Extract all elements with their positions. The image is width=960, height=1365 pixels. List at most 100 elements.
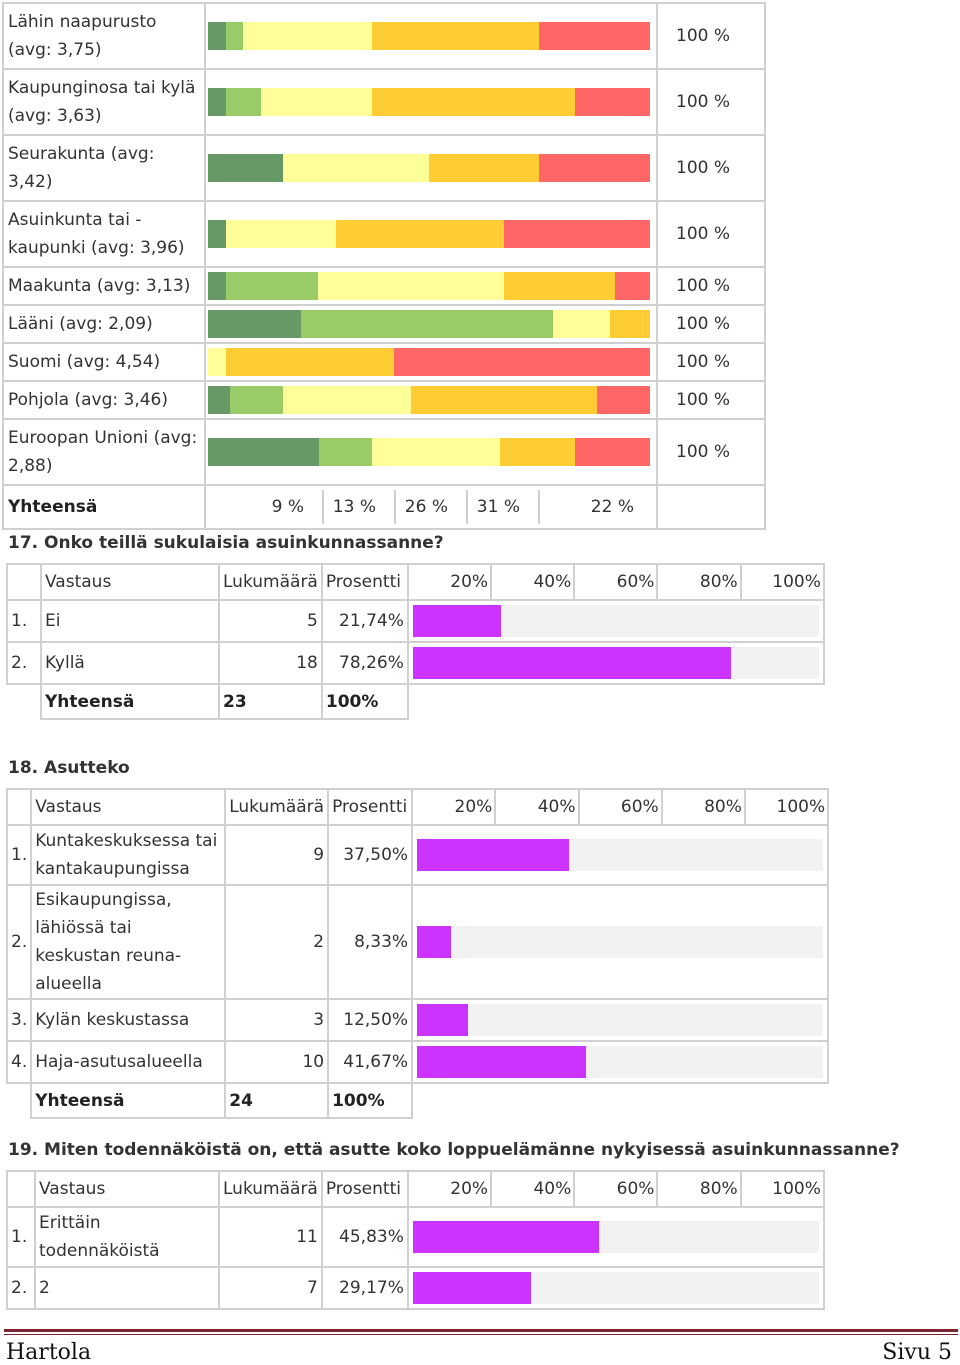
table-row: 1. Erittäin todennäköistä 11 45,83% [6,1206,825,1268]
footer-left: Hartola [6,1340,92,1365]
stack-segment [208,22,226,50]
stack-segment [208,88,226,116]
header-vastaus: Vastaus [34,1170,220,1208]
bar-fill [412,1221,599,1253]
row-count: 10 [224,1040,330,1084]
stack-segment [208,348,226,376]
row-number: 1. [6,1206,36,1268]
stack-segment [574,438,650,466]
stack-bar-cell [204,266,658,306]
stack-row: Pohjola (avg: 3,46) 100 % [2,380,766,420]
stack-row-label: Asuinkunta tai -kaupunki (avg: 3,96) [2,200,206,268]
total-row: Yhteensä 24 100% [7,1082,828,1119]
header-num [6,563,42,601]
total-row: Yhteensä 23 100% [7,683,824,720]
bar-track [417,1046,824,1078]
stack-segment [499,438,575,466]
total-count: 23 [218,683,323,720]
table-row: 1. Ei 5 21,74% [6,599,825,643]
stack-total-row: Yhteensä 9 % 13 % 26 % 31 % 22 % [2,484,766,530]
row-percent: 45,83% [320,1206,409,1268]
row-label: 2 [34,1266,220,1310]
table-row: 2. Kyllä 18 78,26% [6,641,825,685]
q18-heading: 18. Asutteko [8,758,130,778]
stack-segment [225,348,394,376]
stack-bar-cell [204,68,658,136]
row-bar-cell [406,599,825,643]
scale-label: 40% [490,565,573,599]
total-count: 24 [224,1082,330,1119]
row-label: Esikaupungissa, lähiössä tai keskustan r… [30,884,227,1000]
stack-bar-cell [204,2,658,70]
row-percent: 29,17% [320,1266,409,1310]
header-scale: 20% 40% 60% 80% 100% [411,788,830,826]
header-prosentti: Prosentti [327,788,414,826]
q19-table: Vastaus Lukumäärä Prosentti 20% 40% 60% 80% 100… [6,1170,825,1310]
stack-bar-cell [204,380,658,420]
bar-fill [412,647,731,679]
row-number: 2. [6,1266,36,1310]
stack-segment [371,22,540,50]
stack-segment [411,386,597,414]
row-number: 3. [5,998,33,1042]
table-row: 2. 2 7 29,17% [6,1266,825,1310]
stack-segment [371,438,500,466]
stack-segment [574,88,650,116]
stack-total-blank [656,484,766,530]
stack-segment [504,272,615,300]
stack-segment [318,438,372,466]
row-percent: 78,26% [320,641,409,685]
stack-segment [230,386,284,414]
row-label: Kylän keskustassa [30,998,227,1042]
bar-fill [412,605,502,637]
stack-row: Lähin naapurusto (avg: 3,75) 100 % [2,2,766,70]
row-number: 2. [6,641,42,685]
header-prosentti: Prosentti [320,1170,409,1208]
header-lukumaara: Lukumäärä [218,563,323,601]
scale-label: 100% [739,565,823,599]
scale-labels: 20% 40% 60% 80% 100% [409,565,823,599]
stack-total-value: 22 % [538,490,652,524]
row-percent: 21,74% [320,599,409,643]
stack-total-value: 31 % [466,490,538,524]
stacked-bar [208,220,650,248]
stack-bar-cell [204,304,658,344]
stacked-bar [208,310,650,338]
bar-fill [417,839,570,871]
stack-segment [428,154,540,182]
stack-row-percent: 100 % [656,200,766,268]
row-label: Kuntakeskuksessa tai kantakaupungissa [30,824,227,886]
stack-total-value: 26 % [394,490,466,524]
stack-segment [225,272,319,300]
stack-row-label: Lähin naapurusto (avg: 3,75) [2,2,206,70]
stack-segment [208,272,226,300]
row-count: 3 [224,998,330,1042]
stack-segment [504,220,650,248]
stack-row: Lääni (avg: 2,09) 100 % [2,304,766,344]
bar-fill [417,1046,587,1078]
stacked-bar [208,154,650,182]
bar-track [417,839,824,871]
stack-segment [208,154,284,182]
stack-row-label: Euroopan Unioni (avg: 2,88) [2,418,206,486]
stack-segment [318,272,505,300]
stack-totals-cell: 9 % 13 % 26 % 31 % 22 % [204,484,658,530]
stacked-bar [208,386,650,414]
stacked-bar [208,438,650,466]
stacked-bar [208,88,650,116]
header-lukumaara: Lukumäärä [218,1170,323,1208]
row-bar-cell [411,884,830,1000]
stack-segment [552,310,611,338]
scale-label: 80% [656,565,739,599]
bar-track [412,605,819,637]
stack-segment [225,88,262,116]
bar-fill [412,1272,532,1304]
row-number: 2. [5,884,33,1000]
stack-row-percent: 100 % [656,380,766,420]
scale-label: 20% [454,797,493,817]
stack-totals: 9 % 13 % 26 % 31 % 22 % [206,490,656,524]
stacked-bar [208,272,650,300]
q18-table: Vastaus Lukumäärä Prosentti 20% 40% 60% 80% 100… [5,788,830,1119]
total-blank [7,1083,31,1118]
row-count: 2 [224,884,330,1000]
